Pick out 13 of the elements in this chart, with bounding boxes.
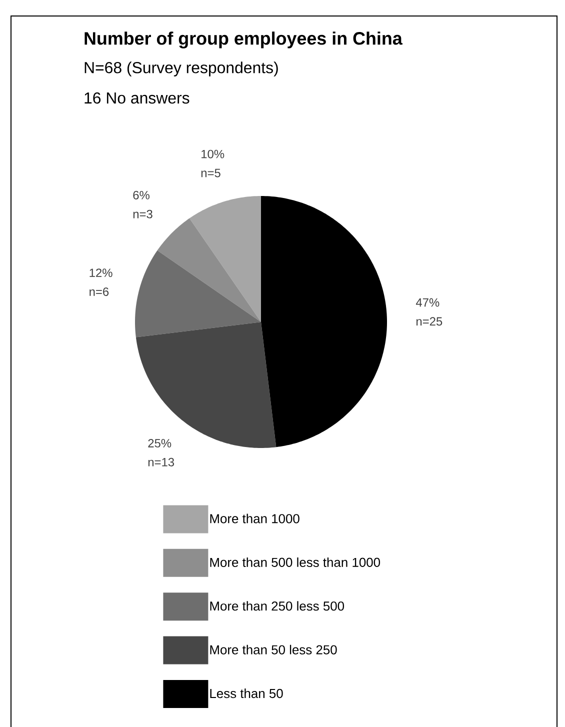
text: 16 No answers bbox=[84, 92, 190, 104]
chart-title: Number of group employees in China bbox=[84, 32, 402, 48]
data-label: 47% n=25 bbox=[416, 298, 442, 326]
legend-label: More than 1000 bbox=[210, 514, 300, 524]
legend-label: More than 50 less 250 bbox=[210, 644, 337, 654]
chart-subtitle: N=68 (Survey respondents) bbox=[84, 62, 278, 76]
legend-label: More than 500 less than 1000 bbox=[210, 557, 380, 567]
data-label: 6% n=3 bbox=[133, 190, 152, 218]
data-label: 12% n=6 bbox=[90, 268, 112, 296]
legend-label: More than 250 less 500 bbox=[210, 601, 344, 611]
legend-label: Less than 50 bbox=[210, 688, 283, 698]
data-label: 25% n=13 bbox=[148, 438, 174, 466]
data-label: 10% n=5 bbox=[201, 150, 224, 178]
